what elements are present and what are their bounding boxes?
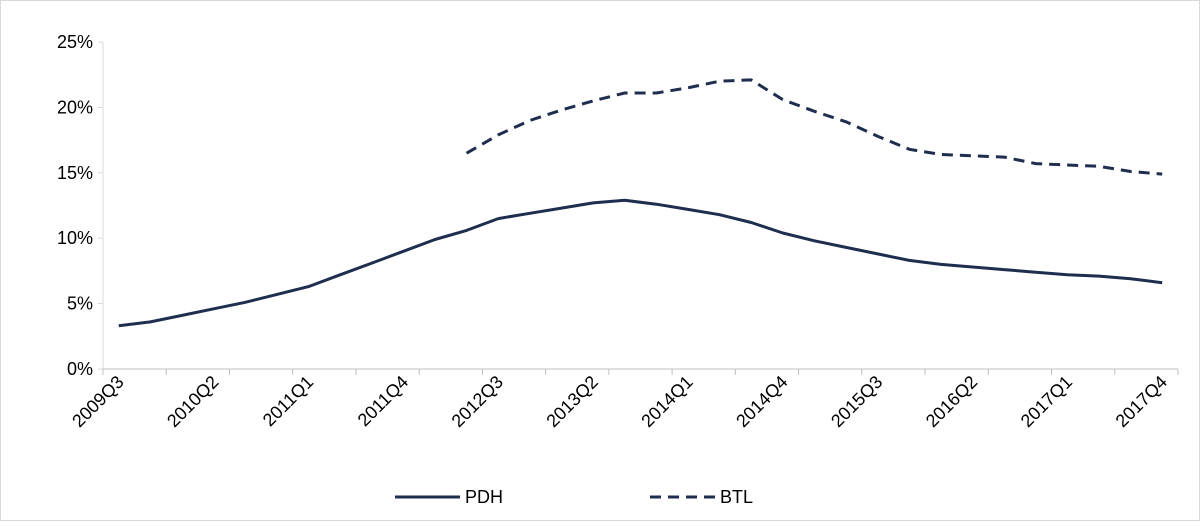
y-tick-label: 25% (57, 32, 93, 52)
series-line (118, 198, 1163, 328)
y-tick-label: 10% (57, 228, 93, 248)
y-tick-label: 15% (57, 163, 93, 183)
series-line (465, 78, 1163, 176)
legend-label: PDH (465, 487, 503, 507)
legend-label: BTL (720, 487, 753, 507)
y-tick-label: 0% (67, 359, 93, 379)
y-tick-label: 20% (57, 97, 93, 117)
y-tick-label: 5% (67, 294, 93, 314)
